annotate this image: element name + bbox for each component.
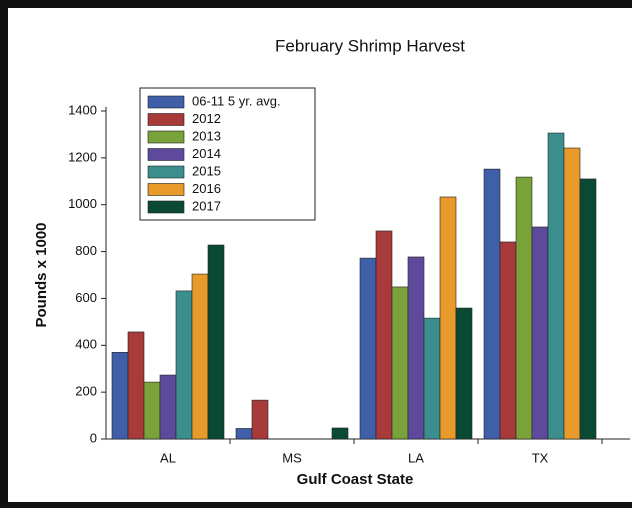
bar: [391, 286, 409, 440]
y-tick-label: 0: [90, 430, 97, 445]
x-axis-label: Gulf Coast State: [297, 471, 414, 488]
bar: [159, 374, 177, 440]
bar: [191, 273, 209, 440]
legend-swatch: [147, 200, 185, 214]
y-tick-label: 800: [75, 243, 97, 258]
bar: [547, 132, 565, 440]
legend-label: 2016: [192, 181, 221, 196]
legend-label: 06-11 5 yr. avg.: [192, 93, 281, 108]
bar: [127, 331, 145, 440]
bar: [251, 399, 269, 440]
legend-swatch: [147, 130, 185, 144]
legend-label: 2014: [192, 146, 221, 161]
y-tick-label: 1400: [68, 102, 97, 117]
legend-label: 2012: [192, 111, 221, 126]
legend-label: 2017: [192, 198, 221, 213]
bar: [111, 352, 129, 440]
legend-swatch: [147, 113, 185, 126]
bar: [515, 176, 533, 440]
x-tick-label: LA: [408, 450, 424, 465]
y-tick-label: 1000: [68, 196, 97, 211]
bar: [143, 381, 161, 440]
y-tick-label: 1200: [68, 149, 97, 164]
legend-swatch: [147, 148, 185, 161]
bar: [563, 147, 581, 440]
bar: [499, 241, 517, 440]
legend-swatch: [147, 95, 185, 109]
bar: [359, 257, 377, 440]
bar: [579, 178, 597, 440]
bar: [439, 196, 457, 440]
bar: [331, 427, 349, 440]
bar: [483, 168, 501, 440]
bar: [175, 290, 193, 440]
y-axis-label: Pounds x 1000: [33, 222, 50, 327]
bar: [531, 226, 549, 440]
x-tick-label: AL: [160, 450, 176, 465]
bar: [207, 244, 225, 440]
legend-swatch: [147, 165, 185, 179]
bar: [407, 256, 425, 440]
bar: [235, 428, 253, 440]
legend-label: 2013: [192, 128, 221, 143]
bar: [423, 317, 441, 440]
y-tick-label: 200: [75, 384, 97, 399]
x-tick-label: TX: [532, 450, 549, 465]
legend-swatch: [147, 183, 185, 196]
chart-title: February Shrimp Harvest: [275, 36, 465, 55]
y-tick-label: 400: [75, 337, 97, 352]
bar: [455, 307, 473, 440]
legend-label: 2015: [192, 163, 221, 178]
bar: [375, 230, 393, 440]
y-tick-label: 600: [75, 290, 97, 305]
x-tick-label: MS: [282, 450, 302, 465]
